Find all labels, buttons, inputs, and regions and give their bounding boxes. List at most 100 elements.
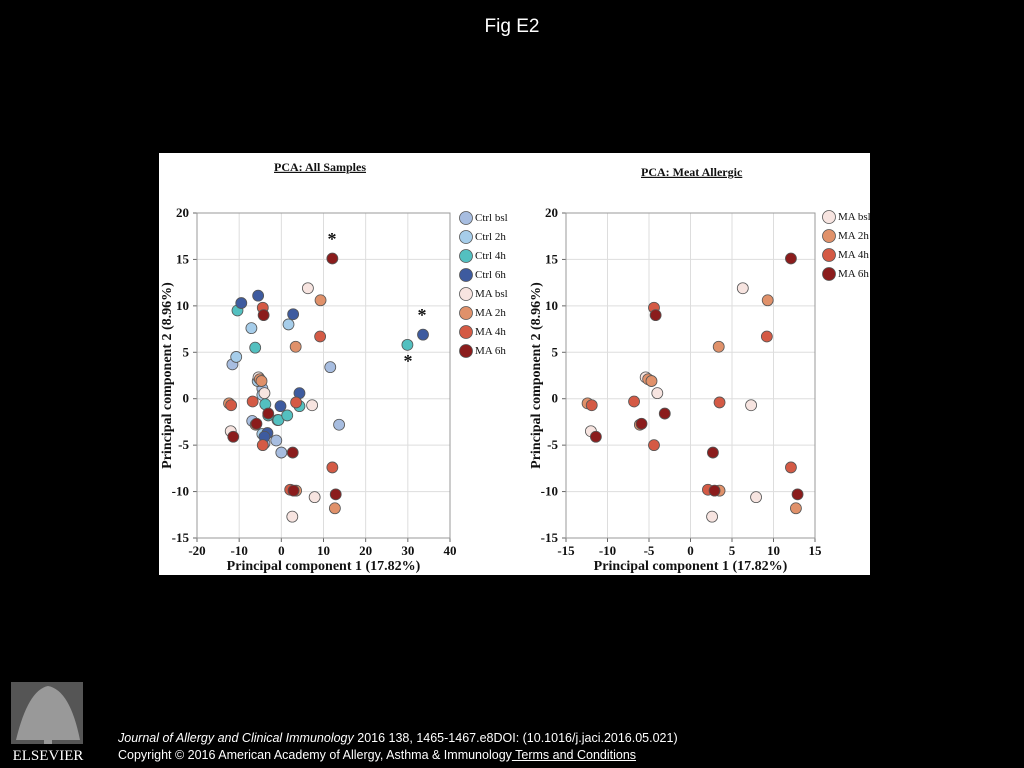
x-tick-label: 0 (687, 543, 694, 558)
legend-swatch (459, 249, 473, 263)
data-point (708, 484, 721, 497)
data-point (707, 446, 719, 459)
x-axis-label: Principal component 1 (17.82%) (227, 559, 421, 574)
y-axis-label: Principal component 2 (8.96%) (160, 282, 175, 469)
data-point (225, 399, 238, 412)
y-tick-label: 20 (176, 205, 189, 220)
data-point (645, 375, 658, 387)
legend-label: MA 4h (838, 249, 869, 261)
data-point (227, 430, 240, 443)
data-point (287, 308, 300, 321)
x-tick-label: -15 (557, 543, 575, 558)
x-tick-label: -10 (230, 543, 247, 558)
data-point (329, 488, 342, 501)
data-point (255, 375, 268, 387)
data-point (301, 282, 314, 295)
data-point (635, 417, 648, 430)
publisher-logo: ELSEVIER (11, 682, 84, 764)
data-point (314, 294, 327, 307)
y-tick-label: 0 (552, 391, 559, 406)
y-tick-label: 0 (183, 391, 190, 406)
data-point (585, 399, 598, 412)
data-point (235, 297, 248, 309)
data-point (651, 387, 664, 400)
data-point (308, 491, 321, 504)
data-point (328, 502, 341, 515)
legend-label: MA 6h (838, 268, 869, 280)
data-point (306, 399, 319, 412)
legend-label: MA bsl (838, 211, 870, 223)
data-point (417, 328, 429, 341)
data-point (785, 252, 797, 265)
y-tick-label: 15 (545, 251, 559, 266)
data-point (736, 282, 749, 295)
data-point (275, 446, 288, 459)
data-point (745, 399, 757, 412)
terms-link[interactable]: Terms and Conditions (511, 748, 637, 762)
data-point (649, 309, 662, 322)
journal-name: Journal of Allergy and Clinical Immunolo… (118, 731, 354, 745)
legend-swatch (822, 210, 836, 224)
data-point (333, 418, 346, 431)
x-tick-label: 20 (359, 543, 372, 558)
data-point (713, 396, 726, 409)
y-tick-label: 20 (545, 205, 558, 220)
figure-title: Fig E2 (484, 16, 540, 37)
data-point (274, 400, 287, 413)
chart-title: PCA: Meat Allergic (641, 165, 743, 179)
legend-swatch (822, 229, 836, 243)
y-tick-label: -5 (178, 437, 189, 452)
data-point (628, 395, 640, 408)
legend-label: Ctrl 2h (475, 231, 506, 243)
y-tick-label: 10 (176, 298, 189, 313)
data-point (750, 491, 762, 504)
annotation: * (418, 305, 427, 325)
data-point (790, 502, 802, 515)
data-point (287, 484, 300, 497)
legend-label: Ctrl 4h (475, 250, 506, 262)
figure-panel: PCA: All Samples -20 -10 0 10 20 30 40 -15 -10 -5 0… (159, 153, 870, 575)
data-point (282, 318, 295, 331)
x-tick-label: -5 (644, 543, 655, 558)
x-axis-label: Principal component 1 (17.82%) (594, 559, 788, 574)
data-point (252, 289, 265, 302)
data-point (712, 340, 725, 353)
data-point (230, 351, 243, 363)
citation-details: 2016 138, 1465-1467.e8DOI: (10.1016/j.ja… (353, 731, 678, 745)
legend-swatch (822, 248, 836, 262)
data-point (326, 252, 339, 265)
panel-background (159, 153, 870, 575)
plot-frame (565, 212, 816, 539)
x-tick-label: 10 (317, 543, 330, 558)
y-tick-label: 10 (545, 298, 558, 313)
data-point (258, 387, 271, 400)
logo-text: ELSEVIER (13, 748, 84, 764)
logo-tree-shape (16, 686, 80, 744)
data-point (314, 330, 327, 343)
data-point (256, 439, 269, 452)
y-axis-label: Principal component 2 (8.96%) (529, 282, 544, 469)
legend-swatch (459, 344, 473, 358)
legend-swatch (459, 268, 473, 282)
data-point (290, 396, 302, 409)
data-point (791, 488, 804, 501)
data-point (249, 341, 262, 354)
data-point (281, 409, 294, 422)
x-tick-label: 5 (729, 543, 736, 558)
data-point (257, 309, 270, 322)
annotation: * (328, 229, 337, 249)
legend-label: MA 6h (475, 345, 506, 357)
annotation: * (404, 351, 413, 371)
legend-swatch (459, 325, 473, 339)
x-tick-label: -20 (188, 543, 205, 558)
data-point (246, 395, 259, 408)
data-point (289, 340, 302, 353)
legend-label: MA 2h (475, 307, 506, 319)
data-point (324, 361, 337, 374)
x-tick-label: 40 (444, 543, 457, 558)
legend-label: MA 2h (838, 230, 869, 242)
y-tick-label: 15 (176, 251, 190, 266)
x-tick-label: 0 (278, 543, 285, 558)
data-point (761, 294, 774, 307)
